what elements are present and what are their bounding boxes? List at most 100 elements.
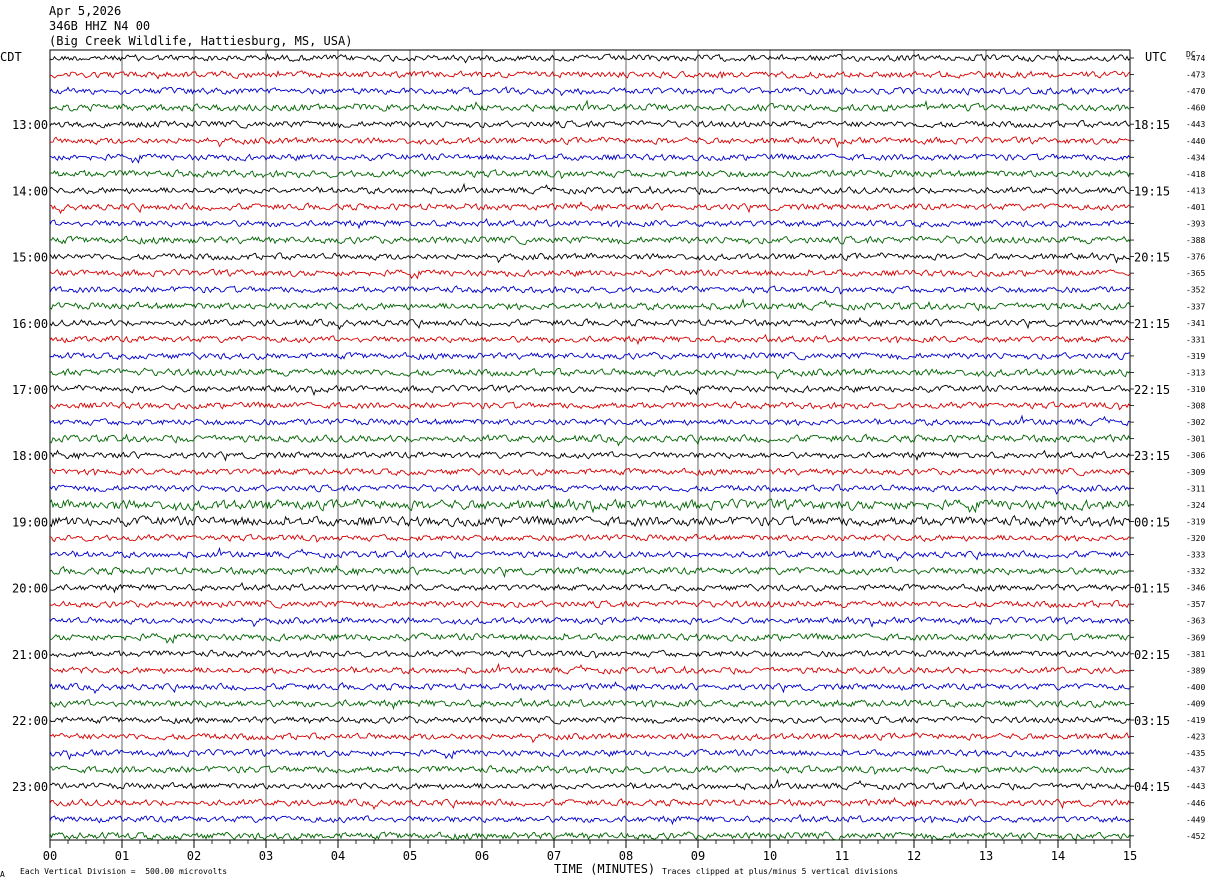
seismic-trace: [49, 697, 1131, 710]
seismic-trace: [49, 182, 1131, 196]
seismic-trace: [49, 297, 1131, 312]
cdt-hour-label: 22:00: [12, 714, 48, 728]
dc-offset-label: -365: [1186, 269, 1205, 278]
seismic-trace: [49, 484, 1131, 495]
seismic-trace: [49, 401, 1131, 411]
x-tick-label: 00: [43, 849, 57, 863]
x-tick-label: 11: [835, 849, 849, 863]
dc-offset-label: -400: [1186, 683, 1205, 692]
seismic-trace: [49, 715, 1131, 725]
dc-offset-label: -449: [1186, 815, 1205, 824]
dc-offset-label: -460: [1186, 104, 1205, 113]
dc-offset-label: -452: [1186, 832, 1205, 841]
dc-offset-label: -320: [1186, 534, 1205, 543]
dc-offset-label: -376: [1186, 253, 1205, 262]
seismic-trace: [49, 831, 1131, 841]
utc-hour-label: 23:15: [1134, 449, 1170, 463]
dc-offset-label: -311: [1186, 484, 1205, 493]
seismic-trace: [49, 285, 1131, 295]
seismic-trace: [49, 136, 1131, 148]
dc-offset-label: -302: [1186, 418, 1205, 427]
seismic-trace: [49, 153, 1131, 164]
x-tick-label: 10: [763, 849, 777, 863]
seismic-trace: [49, 53, 1131, 64]
seismic-trace: [49, 449, 1131, 462]
dc-offset-label: -393: [1186, 220, 1205, 229]
cdt-hour-label: 23:00: [12, 780, 48, 794]
seismic-trace: [49, 217, 1131, 230]
dc-offset-label: -331: [1186, 335, 1205, 344]
cdt-hour-label: 18:00: [12, 449, 48, 463]
station-location: (Big Creek Wildlife, Hattiesburg, MS, US…: [49, 34, 353, 48]
cdt-hour-label: 19:00: [12, 515, 48, 529]
seismic-trace: [49, 317, 1131, 330]
x-tick-label: 06: [475, 849, 489, 863]
seismic-trace: [49, 414, 1131, 427]
seismic-trace: [49, 99, 1131, 113]
x-tick-label: 07: [547, 849, 561, 863]
dc-offset-label: -324: [1186, 501, 1205, 510]
cdt-hour-label: 21:00: [12, 648, 48, 662]
seismic-trace: [49, 201, 1131, 215]
seismic-trace: [49, 748, 1131, 761]
dc-offset-label: -413: [1186, 186, 1205, 195]
x-tick-label: 13: [979, 849, 993, 863]
cdt-hour-label: 20:00: [12, 582, 48, 596]
seismic-trace: [49, 119, 1131, 129]
left-timezone-label: CDT: [0, 50, 22, 64]
seismic-trace: [49, 333, 1131, 346]
utc-hour-label: 19:15: [1134, 184, 1170, 198]
dc-offset-label: -332: [1186, 567, 1205, 576]
dc-offset-label: -309: [1186, 468, 1205, 477]
x-axis-title: TIME (MINUTES): [554, 862, 656, 876]
dc-offset-label: -434: [1186, 153, 1205, 162]
dc-offset-label: -346: [1186, 584, 1205, 593]
dc-offset-label: -319: [1186, 517, 1205, 526]
utc-hour-label: 20:15: [1134, 251, 1170, 265]
seismic-trace: [49, 367, 1131, 380]
dc-offset-label: -437: [1186, 766, 1205, 775]
utc-hour-label: 01:15: [1134, 582, 1170, 596]
dc-offset-label: -319: [1186, 352, 1205, 361]
seismic-trace: [49, 649, 1131, 659]
seismic-trace: [49, 764, 1131, 775]
dc-offset-label: -388: [1186, 236, 1205, 245]
seismic-trace: [49, 515, 1131, 528]
dc-offset-header: DC: [1186, 50, 1196, 59]
dc-offset-label: -473: [1186, 71, 1205, 80]
utc-hour-label: 04:15: [1134, 780, 1170, 794]
dc-offset-label: -423: [1186, 733, 1205, 742]
plot-frame: [49, 49, 1131, 841]
seismic-trace: [49, 632, 1130, 645]
dc-offset-label: -409: [1186, 699, 1205, 708]
x-tick-label: 09: [691, 849, 705, 863]
seismic-trace: [49, 662, 1131, 675]
scale-note: Each Vertical Division = 500.00 microvol…: [20, 867, 228, 876]
seismic-trace: [50, 70, 1131, 80]
seismic-trace: [49, 778, 1131, 791]
seismic-trace: [49, 169, 1131, 180]
dc-offset-label: -369: [1186, 633, 1205, 642]
seismic-trace: [49, 433, 1131, 447]
x-tick-label: 01: [115, 849, 129, 863]
dc-offset-label: -357: [1186, 600, 1205, 609]
seismic-trace: [49, 252, 1131, 264]
dc-offset-label: -401: [1186, 203, 1205, 212]
x-tick-label: 04: [331, 849, 345, 863]
x-tick-label: 14: [1051, 849, 1065, 863]
dc-offset-label: -306: [1186, 451, 1205, 460]
dc-offset-label: -389: [1186, 666, 1205, 675]
cdt-hour-label: 13:00: [12, 118, 48, 132]
utc-hour-label: 18:15: [1134, 118, 1170, 132]
seismic-trace: [49, 796, 1131, 811]
seismic-trace: [49, 235, 1131, 245]
dc-offset-label: -418: [1186, 170, 1205, 179]
seismic-trace: [49, 546, 1131, 562]
x-tick-label: 08: [619, 849, 633, 863]
corner-mark: A: [0, 870, 5, 879]
dc-offset-label: -446: [1186, 799, 1205, 808]
seismic-trace: [49, 564, 1130, 579]
x-tick-label: 15: [1123, 849, 1137, 863]
cdt-hour-label: 17:00: [12, 383, 48, 397]
